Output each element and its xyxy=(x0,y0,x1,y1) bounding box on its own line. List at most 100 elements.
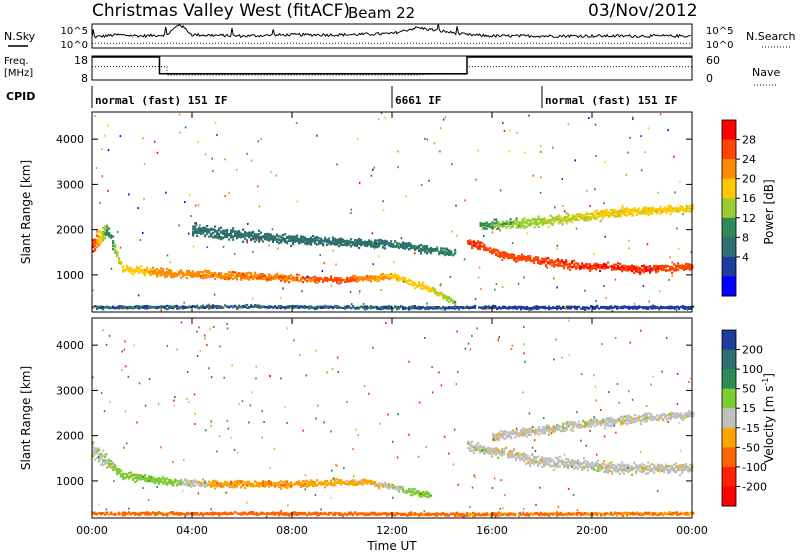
data-cell xyxy=(506,220,508,222)
noise-cell xyxy=(562,205,564,207)
data-cell xyxy=(190,486,192,488)
noise-cell xyxy=(179,114,181,116)
data-cell xyxy=(516,218,518,220)
data-cell xyxy=(172,306,174,308)
data-cell xyxy=(322,483,324,485)
data-cell xyxy=(292,241,294,243)
data-cell xyxy=(573,264,575,266)
data-cell xyxy=(390,245,392,247)
data-cell xyxy=(338,283,340,285)
data-cell xyxy=(262,240,264,242)
data-cell xyxy=(166,308,168,310)
data-cell xyxy=(342,279,344,281)
data-cell xyxy=(136,266,138,268)
data-cell xyxy=(226,482,228,484)
data-cell xyxy=(424,247,426,249)
data-cell xyxy=(402,308,404,310)
data-cell xyxy=(612,214,614,216)
data-cell xyxy=(352,479,354,481)
noise-cell xyxy=(445,116,447,118)
data-cell xyxy=(116,251,118,253)
noise-cell xyxy=(270,171,272,173)
data-cell xyxy=(258,305,260,307)
data-cell xyxy=(580,217,582,219)
data-cell xyxy=(150,270,152,272)
data-cell xyxy=(632,210,634,212)
data-cell xyxy=(334,244,336,246)
data-cell xyxy=(414,246,416,248)
data-cell xyxy=(106,230,108,232)
data-cell xyxy=(332,237,334,239)
data-cell xyxy=(614,305,616,307)
data-cell xyxy=(608,216,610,218)
data-cell xyxy=(104,228,106,230)
data-cell xyxy=(671,272,673,274)
data-cell xyxy=(597,265,599,267)
data-cell xyxy=(348,277,350,279)
data-cell xyxy=(290,238,292,240)
data-cell xyxy=(346,277,348,279)
data-cell xyxy=(582,215,584,217)
noise-cell xyxy=(647,243,649,245)
data-cell xyxy=(676,208,678,210)
data-cell xyxy=(480,307,482,309)
data-cell xyxy=(150,478,152,480)
noise-cell xyxy=(212,170,214,172)
noise-cell xyxy=(604,161,606,163)
data-cell xyxy=(146,271,148,273)
data-cell xyxy=(332,242,334,244)
data-cell xyxy=(436,307,438,309)
data-cell xyxy=(158,274,160,276)
data-cell xyxy=(102,449,104,451)
noise-cell xyxy=(589,205,591,207)
data-cell xyxy=(316,239,318,241)
data-cell xyxy=(508,306,510,308)
noise-cell xyxy=(316,135,318,137)
noise-cell xyxy=(588,117,590,119)
data-cell xyxy=(286,236,288,238)
data-cell xyxy=(258,230,260,232)
data-cell xyxy=(108,463,110,465)
data-cell xyxy=(448,254,450,256)
data-cell xyxy=(492,225,494,227)
data-cell xyxy=(250,276,252,278)
data-cell xyxy=(180,479,182,481)
noise-cell xyxy=(104,135,106,137)
data-cell xyxy=(605,264,607,266)
data-cell xyxy=(368,307,370,309)
data-cell xyxy=(210,272,212,274)
data-cell xyxy=(124,473,126,475)
data-cell xyxy=(180,307,182,309)
data-cell xyxy=(492,221,494,223)
data-cell xyxy=(102,461,104,463)
data-cell xyxy=(626,307,628,309)
data-cell xyxy=(618,214,620,216)
noise-cell xyxy=(574,159,576,161)
data-cell xyxy=(660,306,662,308)
data-cell xyxy=(608,212,610,214)
data-cell xyxy=(622,212,624,214)
data-cell xyxy=(668,205,670,207)
data-cell xyxy=(112,466,114,468)
data-cell xyxy=(586,307,588,309)
noise-cell xyxy=(643,285,645,287)
data-cell xyxy=(160,273,162,275)
data-cell xyxy=(454,306,456,308)
data-cell xyxy=(554,218,556,220)
data-cell xyxy=(300,237,302,239)
data-cell xyxy=(382,246,384,248)
data-cell xyxy=(166,273,168,275)
data-cell xyxy=(308,240,310,242)
noise-cell xyxy=(197,141,199,143)
data-cell xyxy=(558,222,560,224)
search-label: N.Search xyxy=(746,30,796,43)
data-cell xyxy=(498,307,500,309)
data-cell xyxy=(494,307,496,309)
data-cell xyxy=(380,483,382,485)
data-cell xyxy=(448,296,450,298)
data-cell xyxy=(418,283,420,285)
data-cell xyxy=(196,235,198,237)
data-cell xyxy=(128,270,130,272)
data-cell xyxy=(540,306,542,308)
data-cell xyxy=(218,307,220,309)
